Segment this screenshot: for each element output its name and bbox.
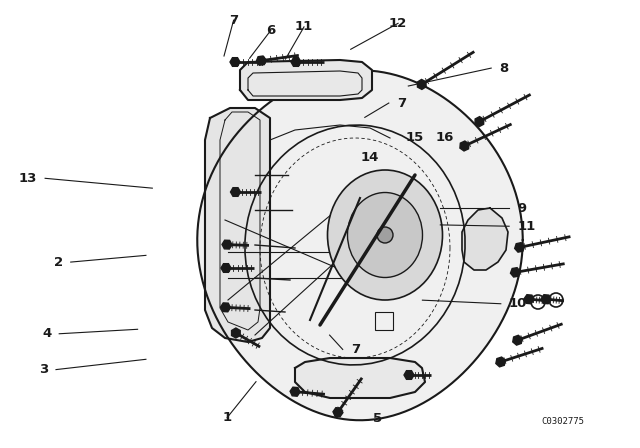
Text: 11: 11 (517, 220, 536, 233)
Polygon shape (290, 387, 300, 396)
Polygon shape (462, 208, 508, 270)
Text: 3: 3 (39, 363, 48, 376)
Text: 7: 7 (351, 343, 360, 356)
Polygon shape (240, 60, 372, 100)
Text: 7: 7 (397, 96, 406, 110)
Polygon shape (295, 358, 425, 398)
Text: 13: 13 (19, 172, 37, 185)
Polygon shape (230, 58, 240, 66)
Polygon shape (232, 328, 240, 338)
Text: 5: 5 (373, 412, 382, 426)
Polygon shape (460, 141, 469, 151)
Polygon shape (515, 243, 524, 252)
Polygon shape (404, 370, 414, 379)
Polygon shape (221, 303, 230, 312)
Polygon shape (475, 116, 484, 127)
Text: 11: 11 (295, 20, 313, 34)
Polygon shape (256, 56, 266, 65)
Polygon shape (496, 357, 506, 367)
Polygon shape (197, 70, 523, 420)
Text: 16: 16 (436, 131, 454, 145)
Polygon shape (417, 79, 426, 90)
Polygon shape (524, 295, 534, 304)
Text: 12: 12 (389, 17, 407, 30)
Ellipse shape (328, 170, 442, 300)
Text: 10: 10 (509, 297, 527, 310)
Polygon shape (230, 188, 241, 196)
Text: 1: 1 (223, 411, 232, 424)
Text: 7: 7 (229, 13, 238, 27)
Polygon shape (222, 240, 232, 249)
Polygon shape (541, 295, 551, 304)
Text: 6: 6 (266, 24, 275, 37)
Polygon shape (513, 335, 522, 345)
Polygon shape (221, 264, 231, 272)
Polygon shape (333, 408, 343, 417)
Text: 8: 8 (499, 61, 508, 75)
Text: C0302775: C0302775 (541, 417, 585, 426)
Polygon shape (511, 267, 520, 277)
Ellipse shape (348, 193, 422, 277)
Text: 2: 2 (54, 255, 63, 269)
Text: 9: 9 (517, 202, 526, 215)
Circle shape (377, 227, 393, 243)
Polygon shape (291, 58, 301, 66)
Text: 4: 4 (42, 327, 51, 340)
Text: 14: 14 (361, 151, 379, 164)
Polygon shape (205, 108, 270, 342)
Text: 15: 15 (406, 131, 424, 145)
